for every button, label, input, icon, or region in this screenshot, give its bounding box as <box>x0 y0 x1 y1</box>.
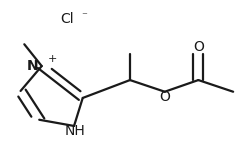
Text: O: O <box>193 40 204 54</box>
Text: O: O <box>159 90 170 104</box>
Text: +: + <box>48 54 57 64</box>
Text: NH: NH <box>64 124 85 138</box>
Text: N: N <box>27 59 38 73</box>
Text: ⁻: ⁻ <box>81 11 87 21</box>
Text: Cl: Cl <box>60 12 74 26</box>
